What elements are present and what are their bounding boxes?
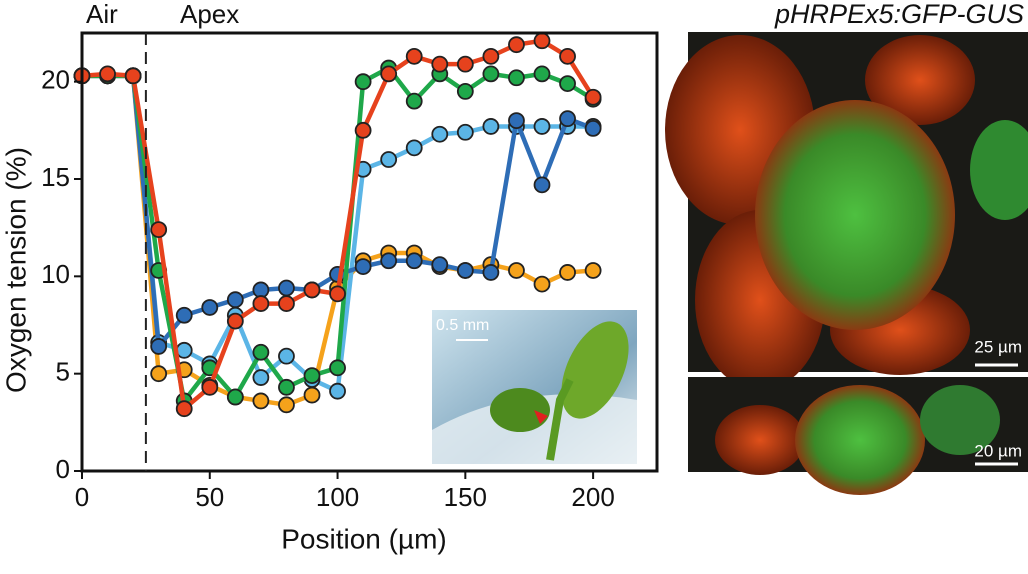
leaf bbox=[490, 388, 550, 432]
cell-blob bbox=[755, 100, 955, 330]
data-point bbox=[303, 367, 321, 385]
cell-blob bbox=[795, 385, 925, 495]
data-point bbox=[533, 176, 551, 194]
data-point bbox=[226, 388, 244, 406]
data-point bbox=[456, 83, 474, 100]
data-point bbox=[380, 252, 398, 270]
data-point bbox=[405, 252, 423, 270]
data-point bbox=[329, 359, 346, 377]
cell-blob bbox=[865, 35, 975, 125]
data-point bbox=[150, 338, 168, 355]
data-point bbox=[482, 264, 500, 281]
data-point bbox=[278, 279, 295, 297]
data-point bbox=[482, 65, 500, 83]
data-point bbox=[175, 306, 193, 324]
data-point bbox=[456, 262, 474, 279]
y-tick-label: 0 bbox=[56, 454, 70, 484]
data-point bbox=[354, 73, 372, 91]
x-tick-label: 0 bbox=[75, 482, 89, 512]
data-point bbox=[559, 47, 576, 65]
data-point bbox=[150, 365, 168, 383]
microscopy-panels: pHRPEx5:GFP-GUS 25 µm 20 µm bbox=[665, 0, 1028, 495]
data-point bbox=[252, 392, 270, 410]
data-point bbox=[278, 347, 295, 365]
data-point bbox=[405, 47, 423, 65]
annotation: Air bbox=[86, 0, 118, 29]
cell-blob bbox=[970, 120, 1028, 220]
data-point bbox=[226, 291, 244, 309]
data-point bbox=[584, 119, 602, 137]
inset: 0.5 mm bbox=[432, 310, 637, 464]
data-point bbox=[303, 281, 321, 299]
data-point bbox=[533, 65, 551, 83]
panel-title: pHRPEx5:GFP-GUS bbox=[774, 0, 1024, 29]
y-tick-label: 15 bbox=[41, 162, 70, 192]
annotation: Apex bbox=[180, 0, 239, 29]
data-point bbox=[354, 121, 372, 139]
data-point bbox=[252, 343, 270, 361]
y-tick-label: 10 bbox=[41, 259, 70, 289]
data-point bbox=[508, 112, 525, 129]
data-point bbox=[201, 299, 219, 316]
data-point bbox=[201, 378, 219, 396]
data-point bbox=[559, 264, 576, 281]
stem bbox=[546, 378, 574, 461]
data-point bbox=[405, 92, 423, 110]
cell-blob bbox=[715, 405, 805, 475]
x-tick-label: 200 bbox=[571, 482, 614, 512]
x-tick-label: 150 bbox=[444, 482, 487, 512]
y-tick-label: 20 bbox=[41, 65, 70, 95]
leaf bbox=[561, 321, 629, 419]
data-point bbox=[380, 151, 398, 168]
x-tick-label: 100 bbox=[316, 482, 359, 512]
data-point bbox=[508, 69, 525, 87]
data-point bbox=[533, 32, 551, 50]
x-axis-label: Position (µm) bbox=[281, 523, 447, 554]
data-point bbox=[584, 88, 602, 106]
x-tick-label: 50 bbox=[195, 482, 224, 512]
data-point bbox=[150, 221, 168, 239]
y-tick-label: 5 bbox=[56, 357, 70, 387]
data-point bbox=[329, 382, 346, 400]
data-point bbox=[175, 341, 193, 359]
data-point bbox=[405, 139, 423, 157]
data-point bbox=[533, 275, 551, 293]
data-point bbox=[175, 400, 193, 418]
data-point bbox=[354, 258, 372, 276]
cell-blob bbox=[920, 385, 1000, 455]
data-point bbox=[482, 118, 500, 135]
data-point bbox=[431, 256, 449, 274]
data-point bbox=[508, 262, 525, 279]
data-point bbox=[431, 125, 449, 143]
data-point bbox=[226, 312, 244, 330]
data-point bbox=[456, 55, 474, 73]
data-point bbox=[99, 65, 116, 83]
data-point bbox=[508, 36, 525, 54]
data-point bbox=[533, 118, 551, 135]
data-point bbox=[482, 47, 500, 65]
data-point bbox=[329, 285, 346, 303]
data-point bbox=[431, 55, 449, 73]
data-point bbox=[278, 295, 295, 312]
y-axis-label: Oxygen tension (%) bbox=[0, 147, 31, 393]
data-point bbox=[456, 123, 474, 141]
data-point bbox=[559, 75, 576, 93]
data-point bbox=[278, 378, 295, 396]
data-point bbox=[380, 65, 398, 83]
data-point bbox=[252, 369, 270, 386]
data-point bbox=[584, 262, 602, 279]
data-point bbox=[124, 67, 142, 85]
scale-label: 20 µm bbox=[974, 441, 1022, 460]
data-point bbox=[559, 110, 576, 128]
arrowhead bbox=[534, 410, 548, 424]
plot-frame bbox=[80, 31, 659, 473]
data-point bbox=[278, 396, 295, 414]
inset-scale: 0.5 mm bbox=[436, 317, 489, 334]
scale-label: 25 µm bbox=[974, 337, 1022, 356]
data-point bbox=[303, 386, 321, 404]
data-point bbox=[252, 295, 270, 312]
